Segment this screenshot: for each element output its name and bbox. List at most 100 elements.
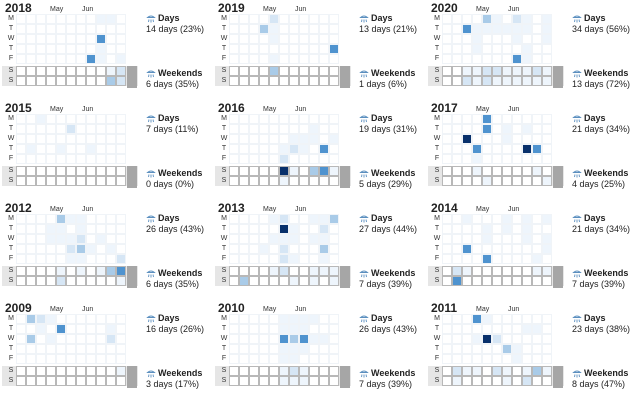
weekday-cell — [86, 234, 96, 244]
weekend-cell — [76, 176, 86, 186]
weekday-cell — [522, 224, 532, 234]
weekday-cell — [512, 254, 522, 264]
weekend-cell — [86, 266, 96, 276]
weekday-cell — [259, 44, 269, 54]
month-label: May — [263, 206, 277, 213]
month-label: Jun — [82, 6, 94, 13]
weekend-label: S — [434, 267, 440, 274]
weekend-cell — [16, 176, 26, 186]
weekday-cell — [66, 14, 76, 24]
weekend-cell — [452, 66, 462, 76]
weekday-cell — [66, 234, 76, 244]
weekend-cell — [56, 166, 66, 176]
weekday-cell — [472, 44, 482, 54]
weekend-cell — [116, 176, 126, 186]
weekend-cell — [26, 166, 36, 176]
weekend-label: S — [221, 377, 227, 384]
weekday-cell — [452, 144, 462, 154]
weekday-label: T — [221, 25, 227, 32]
weekday-cell — [512, 344, 522, 354]
weekend-cell — [329, 76, 339, 86]
weekday-cell — [16, 24, 26, 34]
weekday-cell — [279, 334, 289, 344]
weekday-cell — [116, 154, 126, 164]
weekday-cell — [106, 254, 116, 264]
weekday-cell — [66, 314, 76, 324]
weekends-title: Weekends — [371, 168, 416, 178]
weekday-cell — [116, 334, 126, 344]
weekend-cell — [319, 376, 329, 386]
weekend-cell — [452, 266, 462, 276]
weekday-cell — [26, 254, 36, 264]
weekday-cell — [309, 124, 319, 134]
weekday-cell — [269, 344, 279, 354]
weekend-cell — [36, 266, 46, 276]
weekend-cell — [259, 376, 269, 386]
weekday-cell — [482, 324, 492, 334]
weekend-cell — [462, 66, 472, 76]
weekday-label: F — [221, 255, 227, 262]
weekday-cell — [259, 234, 269, 244]
year-title: 2013 — [218, 201, 245, 215]
weekend-label: S — [8, 277, 14, 284]
weekend-cell — [56, 266, 66, 276]
weekday-cell — [319, 314, 329, 324]
weekend-cell — [279, 266, 289, 276]
weekday-label: T — [8, 145, 14, 152]
weekday-cell — [309, 314, 319, 324]
weekday-cell — [309, 234, 319, 244]
weekend-cell — [502, 376, 512, 386]
weekday-cell — [299, 134, 309, 144]
weekday-cell — [116, 344, 126, 354]
weekend-cell — [229, 266, 239, 276]
weekday-cell — [329, 214, 339, 224]
weekday-cell — [482, 44, 492, 54]
weekday-cell — [532, 154, 542, 164]
weekday-cell — [36, 54, 46, 64]
weekday-cell — [86, 314, 96, 324]
snow-icon — [572, 114, 582, 124]
weekend-label: S — [221, 367, 227, 374]
weekday-cell — [96, 224, 106, 234]
weekday-cell — [239, 24, 249, 34]
days-value: 16 days (26%) — [146, 324, 205, 334]
weekday-cell — [116, 124, 126, 134]
weekday-cell — [289, 144, 299, 154]
weekend-cell — [289, 376, 299, 386]
weekday-label: W — [220, 235, 228, 242]
weekday-label: M — [8, 215, 14, 222]
weekend-cell — [472, 76, 482, 86]
weekday-label: F — [434, 55, 440, 62]
weekday-cell — [462, 134, 472, 144]
weekday-cell — [462, 124, 472, 134]
weekday-label: W — [7, 235, 15, 242]
weekend-cell — [26, 366, 36, 376]
weekday-cell — [56, 334, 66, 344]
weekday-cell — [229, 254, 239, 264]
weekend-cell — [442, 166, 452, 176]
year-title: 2016 — [218, 101, 245, 115]
weekday-cell — [289, 154, 299, 164]
weekday-cell — [542, 154, 552, 164]
weekday-cell — [239, 334, 249, 344]
weekend-cell — [56, 76, 66, 86]
weekend-cell — [542, 176, 552, 186]
weekday-cell — [319, 114, 329, 124]
days-title: Days — [158, 213, 180, 223]
weekday-cell — [96, 144, 106, 154]
weekday-cell — [26, 224, 36, 234]
days-value: 23 days (38%) — [572, 324, 631, 334]
weekends-value: 7 days (39%) — [359, 379, 413, 389]
weekday-cell — [299, 154, 309, 164]
weekend-cell — [472, 366, 482, 376]
weekend-cell — [329, 166, 339, 176]
weekend-cell — [96, 376, 106, 386]
weekend-cell — [116, 366, 126, 376]
weekday-label: F — [8, 255, 14, 262]
year-title: 2019 — [218, 1, 245, 15]
weekend-cell — [309, 266, 319, 276]
month-label: May — [50, 206, 64, 213]
weekday-cell — [289, 214, 299, 224]
weekday-cell — [492, 254, 502, 264]
weekend-cell — [329, 66, 339, 76]
